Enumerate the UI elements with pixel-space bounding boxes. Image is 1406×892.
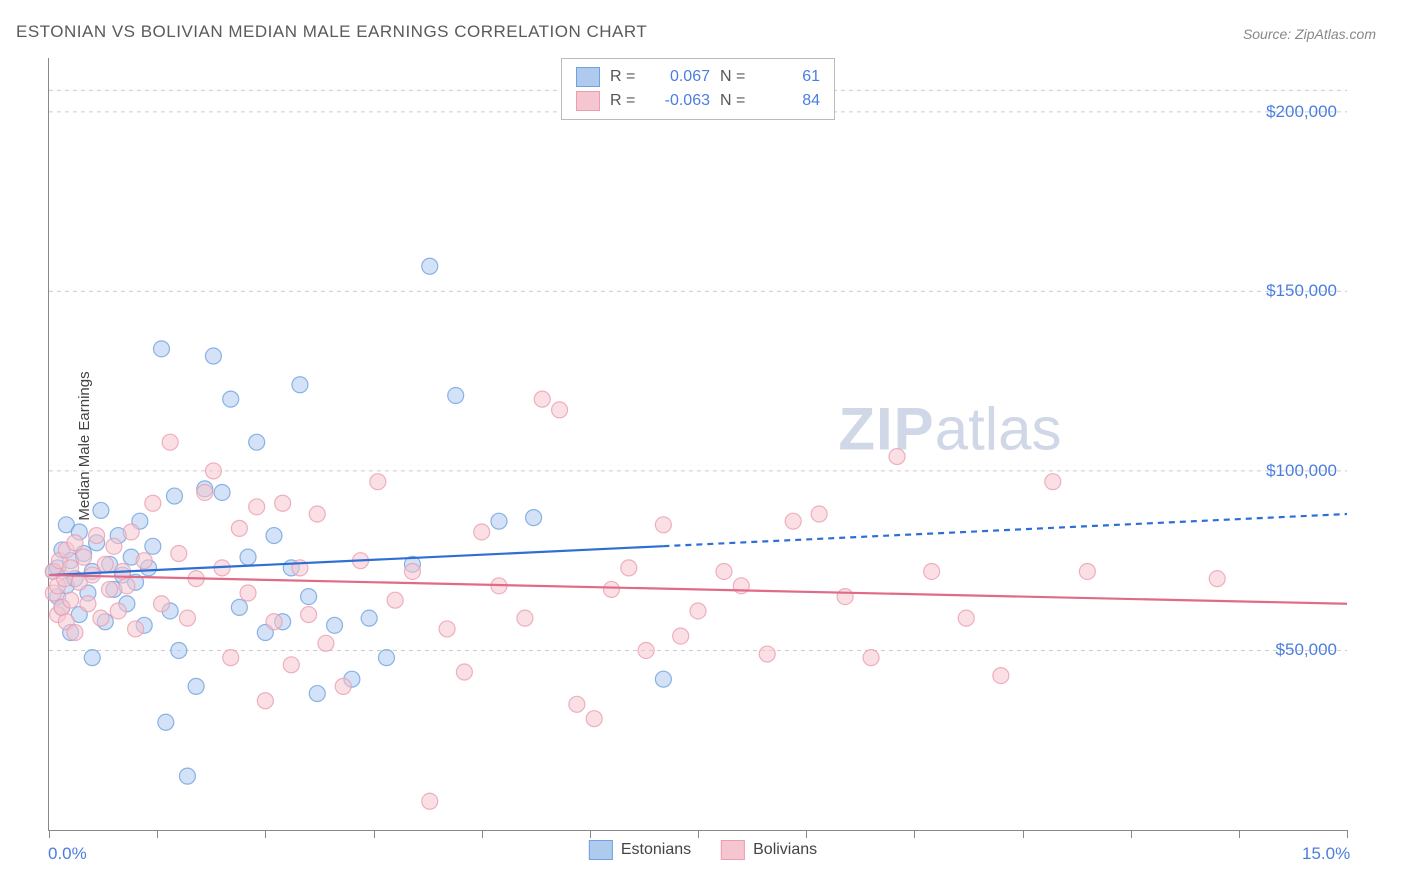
legend-series-label: Bolivians	[753, 841, 817, 859]
legend-r-label: R =	[610, 92, 642, 110]
chart-svg	[49, 58, 1347, 830]
legend-swatch	[589, 840, 613, 860]
legend-series-label: Estonians	[621, 841, 691, 859]
chart-container: ESTONIAN VS BOLIVIAN MEDIAN MALE EARNING…	[0, 0, 1406, 892]
x-tick	[914, 830, 915, 838]
legend-stats: R = 0.067 N = 61 R = -0.063 N = 84	[561, 58, 835, 120]
legend-series: Estonians Bolivians	[589, 840, 817, 860]
x-tick	[49, 830, 50, 838]
x-tick	[590, 830, 591, 838]
legend-r-value: -0.063	[652, 92, 710, 110]
x-tick	[806, 830, 807, 838]
legend-n-label: N =	[720, 68, 752, 86]
y-tick-label: $100,000	[1266, 461, 1337, 481]
x-tick	[374, 830, 375, 838]
legend-r-label: R =	[610, 68, 642, 86]
x-tick	[482, 830, 483, 838]
legend-n-value: 84	[762, 92, 820, 110]
legend-swatch	[576, 91, 600, 111]
y-tick-label: $200,000	[1266, 102, 1337, 122]
legend-stat-row: R = -0.063 N = 84	[576, 89, 820, 113]
legend-series-item: Bolivians	[721, 840, 817, 860]
x-tick	[157, 830, 158, 838]
y-tick-label: $150,000	[1266, 281, 1337, 301]
source-label: Source: ZipAtlas.com	[1243, 26, 1376, 42]
x-tick	[1239, 830, 1240, 838]
x-tick	[698, 830, 699, 838]
x-tick	[1347, 830, 1348, 838]
x-tick	[265, 830, 266, 838]
legend-stat-row: R = 0.067 N = 61	[576, 65, 820, 89]
legend-n-label: N =	[720, 92, 752, 110]
chart-title: ESTONIAN VS BOLIVIAN MEDIAN MALE EARNING…	[16, 22, 647, 42]
y-tick-label: $50,000	[1276, 640, 1337, 660]
x-tick-label-left: 0.0%	[48, 844, 87, 864]
legend-r-value: 0.067	[652, 68, 710, 86]
legend-swatch	[576, 67, 600, 87]
x-tick	[1023, 830, 1024, 838]
legend-n-value: 61	[762, 68, 820, 86]
plot-area: ZIPatlas R =0.067N =61R =-0.063N =84 $50…	[48, 58, 1347, 831]
legend-series-item: Estonians	[589, 840, 691, 860]
x-tick-label-right: 15.0%	[1302, 844, 1350, 864]
x-tick	[1131, 830, 1132, 838]
legend-swatch	[721, 840, 745, 860]
